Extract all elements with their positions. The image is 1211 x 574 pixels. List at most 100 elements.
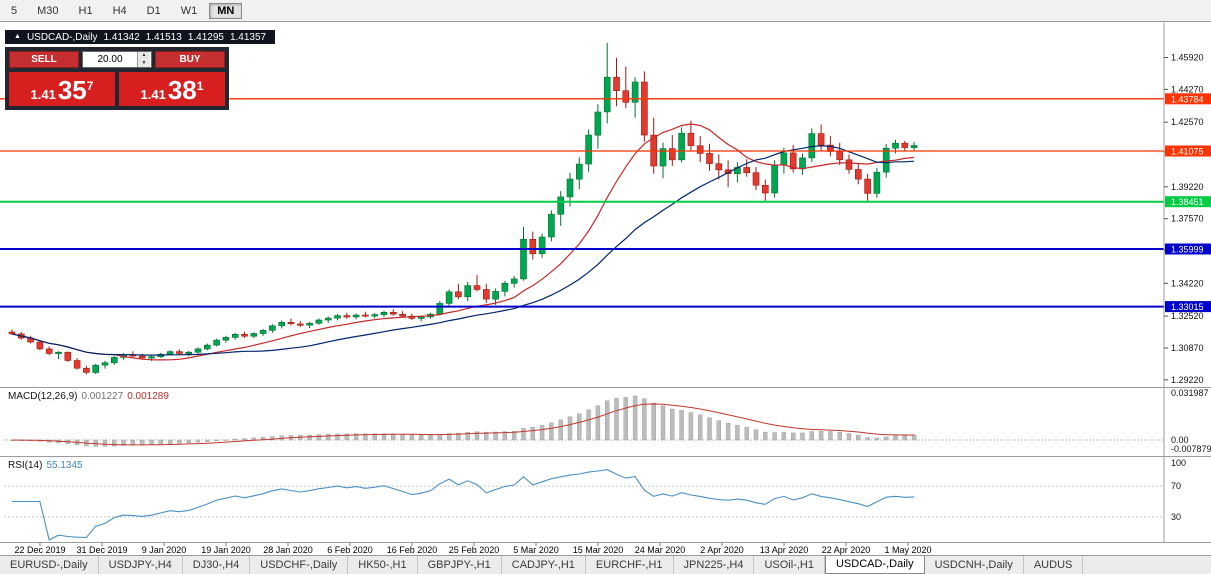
- rsi-panel: 100 70 30: [4, 458, 1186, 541]
- symbol-label: USDCAD-,Daily: [26, 31, 98, 43]
- chart-tab-usdjpy-h4[interactable]: USDJPY-,H4: [99, 556, 183, 574]
- macd-histogram-bar: [670, 408, 675, 441]
- timeframe-button-w1[interactable]: W1: [180, 4, 198, 17]
- timeframe-button-d1[interactable]: D1: [146, 4, 161, 17]
- svg-text:22 Dec 2019: 22 Dec 2019: [14, 545, 65, 555]
- sell-price-button[interactable]: 1.41 35 7: [9, 72, 115, 106]
- price-axis[interactable]: 1.459201.442701.425701.410281.392201.375…: [1163, 22, 1211, 543]
- macd-histogram-bar: [167, 439, 173, 444]
- chart-tab-gbpjpy-h1[interactable]: GBPJPY-,H1: [418, 556, 502, 574]
- svg-text:0.031987: 0.031987: [1171, 388, 1209, 398]
- macd-histogram-bar: [763, 431, 768, 441]
- macd-histogram-bar: [139, 439, 145, 446]
- timeframe-button-5[interactable]: 5: [11, 4, 18, 17]
- macd-histogram-bar: [902, 435, 907, 441]
- macd-histogram-bar: [409, 434, 415, 441]
- buy-price-button[interactable]: 1.41 38 1: [119, 72, 225, 106]
- macd-histogram-bar: [884, 436, 889, 441]
- svg-text:19 Jan 2020: 19 Jan 2020: [201, 545, 251, 555]
- timeframe-button-mn[interactable]: MN: [209, 2, 243, 19]
- volume-up-icon[interactable]: ▲: [137, 52, 150, 60]
- open-value: 1.41342: [103, 31, 140, 43]
- macd-histogram-bar: [493, 431, 498, 441]
- chart-tab-usdcad-daily[interactable]: USDCAD-,Daily: [824, 556, 925, 574]
- macd-histogram-bar: [549, 422, 554, 441]
- svg-text:70: 70: [1171, 481, 1181, 491]
- macd-histogram-bar: [651, 402, 656, 441]
- macd-histogram-bar: [502, 431, 508, 441]
- svg-text:16 Feb 2020: 16 Feb 2020: [387, 545, 438, 555]
- svg-text:1.32520: 1.32520: [1171, 311, 1204, 321]
- rsi-indicator-label: RSI(14) 55.1345: [8, 460, 83, 471]
- svg-text:1.43784: 1.43784: [1171, 94, 1204, 104]
- rsi-name: RSI(14): [8, 460, 43, 471]
- sell-button[interactable]: SELL: [9, 51, 79, 68]
- high-value: 1.41513: [145, 31, 182, 43]
- rsi-value: 55.1345: [46, 460, 83, 471]
- macd-histogram-bar: [558, 419, 563, 441]
- macd-histogram-bar: [567, 416, 573, 441]
- chart-tab-eurchf-h1[interactable]: EURCHF-,H1: [586, 556, 674, 574]
- buy-button[interactable]: BUY: [155, 51, 225, 68]
- macd-histogram-bar: [102, 439, 108, 447]
- chart-tab-eurusd-daily[interactable]: EURUSD-,Daily: [0, 556, 99, 574]
- chart-tab-hk50-h1[interactable]: HK50-,H1: [348, 556, 418, 574]
- timeframe-button-m30[interactable]: M30: [37, 4, 59, 17]
- chart-tab-usdchf-daily[interactable]: USDCHF-,Daily: [250, 556, 349, 574]
- svg-text:24 Mar 2020: 24 Mar 2020: [635, 545, 686, 555]
- macd-histogram-bar: [539, 425, 545, 441]
- macd-histogram-bar: [818, 431, 824, 441]
- svg-text:28 Jan 2020: 28 Jan 2020: [263, 545, 313, 555]
- sell-price-prefix: 1.41: [30, 87, 56, 102]
- price-badge: [1165, 196, 1211, 208]
- macd-histogram-bar: [456, 432, 461, 441]
- svg-text:1.42570: 1.42570: [1171, 117, 1204, 127]
- timeframe-button-h4[interactable]: H4: [112, 4, 127, 17]
- macd-histogram-bar: [781, 431, 787, 441]
- chart-tab-usdcnh-daily[interactable]: USDCNH-,Daily: [925, 556, 1024, 574]
- macd-histogram-bar: [353, 433, 359, 441]
- volume-down-icon[interactable]: ▼: [137, 59, 150, 67]
- sell-price-sup: 7: [86, 79, 94, 93]
- chart-tab-usoil-h1[interactable]: USOil-,H1: [754, 556, 825, 574]
- svg-text:1.37570: 1.37570: [1171, 214, 1204, 224]
- macd-histogram-bar: [632, 395, 638, 441]
- svg-text:1 May 2020: 1 May 2020: [884, 545, 931, 555]
- macd-histogram-bar: [809, 431, 814, 441]
- chart-tabs-bar: EURUSD-,Daily USDJPY-,H4 DJ30-,H4 USDCHF-,D…: [0, 555, 1211, 574]
- date-axis[interactable]: 22 Dec 2019 31 Dec 2019 9 Jan 2020 19 Jan 2…: [14, 543, 932, 555]
- macd-histogram-bar: [214, 439, 219, 441]
- timeframe-button-h1[interactable]: H1: [78, 4, 93, 17]
- macd-histogram-bar: [725, 423, 731, 441]
- macd-histogram-bar: [186, 439, 191, 443]
- low-value: 1.41295: [187, 31, 224, 43]
- svg-text:13 Apr 2020: 13 Apr 2020: [760, 545, 809, 555]
- macd-signal-line: [11, 403, 915, 446]
- price-badge: [1165, 243, 1211, 255]
- chart-tab-audus[interactable]: AUDUS: [1024, 556, 1084, 574]
- chart-tab-jpn225-h4[interactable]: JPN225-,H4: [674, 556, 755, 574]
- macd-histogram-bar: [474, 431, 480, 441]
- svg-text:1.30870: 1.30870: [1171, 343, 1204, 353]
- macd-histogram-bar: [223, 439, 229, 441]
- macd-signal-value: 0.001289: [127, 391, 169, 402]
- macd-histogram-bar: [177, 439, 182, 444]
- macd-name: MACD(12,26,9): [8, 391, 78, 402]
- macd-histogram-bar: [428, 434, 433, 441]
- macd-histogram-bar: [316, 434, 322, 441]
- volume-input[interactable]: [83, 52, 137, 67]
- macd-histogram-bar: [837, 432, 842, 441]
- svg-text:100: 100: [1171, 458, 1186, 468]
- close-value: 1.41357: [229, 31, 267, 43]
- chart-tab-cadjpy-h1[interactable]: CADJPY-,H1: [502, 556, 586, 574]
- macd-histogram-bar: [307, 434, 312, 441]
- macd-histogram-bar: [688, 412, 694, 441]
- macd-histogram-bar: [381, 433, 387, 441]
- volume-stepper[interactable]: ▲ ▼: [82, 51, 152, 68]
- svg-text:15 Mar 2020: 15 Mar 2020: [573, 545, 624, 555]
- macd-histogram-bar: [363, 433, 368, 441]
- chart-tab-dj30-h4[interactable]: DJ30-,H4: [183, 556, 251, 574]
- macd-histogram-bar: [856, 435, 861, 441]
- macd-histogram-bar: [484, 431, 489, 441]
